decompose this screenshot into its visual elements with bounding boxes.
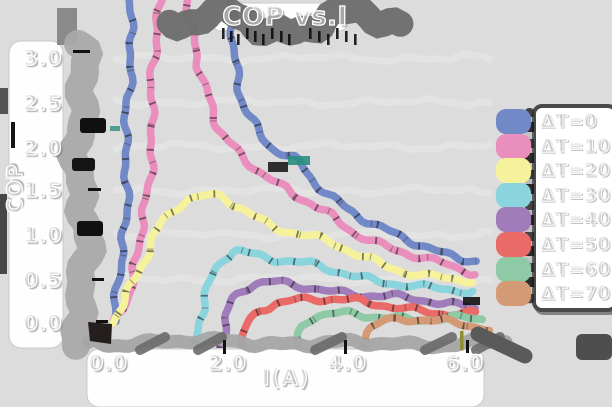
legend-swatch-dt0 [496,109,531,134]
series-line-ΔT=20 [109,190,477,327]
series-line-ΔT=70 [358,314,490,348]
series-line-ΔT=40 [215,276,479,348]
legend-entry: ΔT=30 [539,183,611,206]
legend-swatch-dt40 [496,207,531,233]
legend-frame-sketch-edge [525,108,534,304]
legend-entry: ΔT=0 [539,109,597,132]
legend-swatch-dt60 [496,256,531,282]
legend-entry: ΔT=10 [539,134,611,157]
series-line-ΔT=0 [109,0,480,326]
series-line-ΔT=10 [109,0,479,327]
legend-entry: ΔT=60 [539,257,611,280]
legend-entry: ΔT=70 [539,282,611,305]
legend-frame [532,104,612,312]
legend-swatches [496,109,531,307]
series-line-ΔT=50 [237,293,480,348]
legend: ΔT=0 ΔT=10 ΔT=20 ΔT=30 ΔT=40 ΔT=50 ΔT=60… [494,104,612,312]
series-line-ΔT=30 [190,246,477,348]
legend-swatch-dt10 [496,133,531,159]
legend-swatch-dt30 [496,182,531,208]
legend-labels: ΔT=0 ΔT=10 ΔT=20 ΔT=30 ΔT=40 ΔT=50 ΔT=60… [539,109,611,306]
legend-swatch-dt20 [496,158,531,184]
legend-swatch-dt50 [496,232,531,258]
legend-swatch-dt70 [496,281,531,307]
legend-entry: ΔT=40 [539,208,611,231]
series-line-ΔT=40 [216,277,476,348]
legend-entry: ΔT=50 [539,232,611,255]
legend-entry: ΔT=20 [539,159,611,182]
